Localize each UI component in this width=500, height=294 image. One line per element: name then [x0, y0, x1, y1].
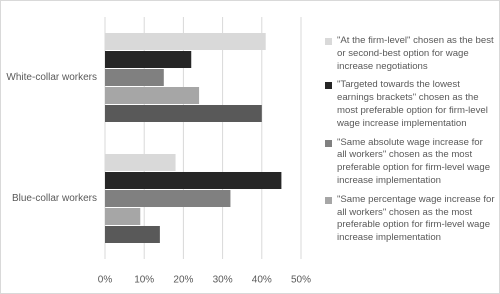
bar — [105, 226, 160, 243]
bar — [105, 172, 282, 189]
x-tick-label: 10% — [134, 275, 154, 286]
bar — [105, 33, 266, 50]
legend-swatch — [325, 82, 332, 90]
legend-item: "Same percentage wage increase for all w… — [323, 194, 495, 245]
legend: "At the firm-level" chosen as the best o… — [323, 35, 495, 251]
bar — [105, 190, 231, 207]
x-tick-label: 40% — [252, 275, 272, 286]
bar — [105, 51, 192, 68]
x-tick-label: 20% — [173, 275, 193, 286]
bar — [105, 69, 164, 86]
legend-swatch — [325, 196, 332, 204]
legend-label: "Same percentage wage increase for all w… — [337, 193, 495, 244]
x-tick-label: 0% — [98, 275, 113, 286]
legend-label: "At the firm-level" chosen as the best o… — [337, 35, 494, 72]
bar — [105, 105, 262, 122]
bar — [105, 154, 176, 171]
legend-swatch — [325, 139, 332, 147]
legend-item: "Same absolute wage increase for all wor… — [323, 137, 495, 188]
legend-label: "Same absolute wage increase for all wor… — [337, 136, 491, 186]
bar — [105, 208, 141, 225]
legend-item: "Targeted towards the lowest earnings br… — [323, 79, 495, 130]
x-tick-label: 50% — [291, 275, 311, 286]
bar — [105, 87, 200, 104]
legend-swatch — [325, 38, 332, 45]
category-label: White-collar workers — [6, 72, 97, 83]
x-tick-label: 30% — [213, 275, 233, 286]
legend-label: "Targeted towards the lowest earnings br… — [337, 79, 488, 129]
legend-item: "At the firm-level" chosen as the best o… — [323, 35, 495, 73]
category-label: Blue-collar workers — [12, 193, 97, 204]
